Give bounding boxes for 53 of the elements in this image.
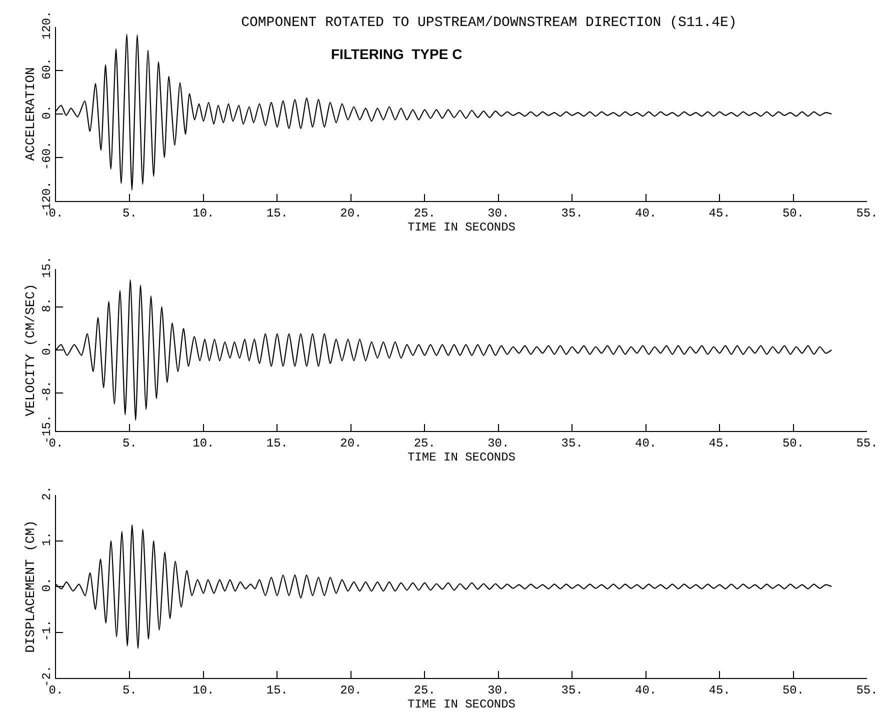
x-tick-label: 40. — [635, 436, 657, 450]
x-tick-label: 25. — [414, 683, 436, 698]
x-axis-title: TIME IN SECONDS — [407, 220, 516, 234]
y-tick-label: 0. — [40, 340, 54, 356]
x-tick-label: 40. — [635, 206, 657, 220]
y-tick-label: 60. — [40, 58, 54, 80]
x-tick-label: 40. — [635, 683, 657, 698]
y-tick-label: 8. — [40, 298, 54, 312]
x-tick-label: 15. — [266, 436, 288, 450]
x-tick-label: 20. — [340, 683, 362, 698]
x-tick-label: 50. — [782, 683, 804, 698]
x-tick-label: 45. — [708, 436, 730, 450]
x-tick-label: 5. — [122, 436, 137, 450]
x-tick-label: 5. — [122, 206, 137, 220]
x-tick-label: 15. — [266, 683, 288, 698]
x-tick-label: 15. — [266, 206, 288, 220]
x-tick-label: 35. — [561, 683, 583, 698]
y-axis-title: DISPLACEMENT (CM) — [23, 520, 38, 653]
x-tick-label: 20. — [340, 206, 362, 220]
y-tick-label: -8. — [40, 380, 54, 402]
x-tick-label: 55. — [856, 436, 878, 450]
y-tick-label: 0. — [40, 577, 54, 592]
x-tick-label: 45. — [708, 206, 730, 220]
x-tick-label: 25. — [414, 206, 436, 220]
x-tick-label: 55. — [856, 206, 878, 220]
x-tick-label: 10. — [192, 206, 214, 220]
annotation: FILTERING TYPE C — [331, 46, 462, 62]
y-axis-title: ACCELERATION — [23, 67, 38, 161]
y-tick-label: 1. — [40, 532, 54, 546]
x-axis-title: TIME IN SECONDS — [407, 450, 516, 464]
y-tick-label: 0. — [40, 104, 54, 120]
x-axis-title: TIME IN SECONDS — [407, 697, 516, 712]
y-tick-label: 120. — [40, 10, 54, 40]
y-tick-label: 2. — [40, 486, 54, 500]
x-tick-label: 5. — [122, 683, 137, 698]
x-tick-label: 50. — [782, 436, 804, 450]
x-tick-label: 35. — [561, 206, 583, 220]
chart-title: COMPONENT ROTATED TO UPSTREAM/DOWNSTREAM DIRECTION (S11.4E) — [241, 14, 737, 31]
x-tick-label: 25. — [414, 436, 436, 450]
x-tick-label: 10. — [192, 683, 214, 698]
y-axis-title: VELOCITY (CM/SEC) — [23, 284, 38, 416]
x-tick-label: 20. — [340, 436, 362, 450]
x-tick-label: 30. — [488, 436, 510, 450]
x-tick-label: 10. — [192, 436, 214, 450]
y-tick-label: -1. — [40, 620, 54, 642]
x-tick-label: 50. — [782, 206, 804, 220]
x-tick-label: 45. — [708, 683, 730, 698]
y-tick-label: 15. — [40, 256, 54, 278]
x-tick-label: 55. — [856, 683, 878, 698]
x-tick-label: 30. — [488, 683, 510, 698]
x-tick-label: 35. — [561, 436, 583, 450]
y-tick-label: -60. — [40, 141, 54, 170]
x-tick-label: 30. — [488, 206, 510, 220]
